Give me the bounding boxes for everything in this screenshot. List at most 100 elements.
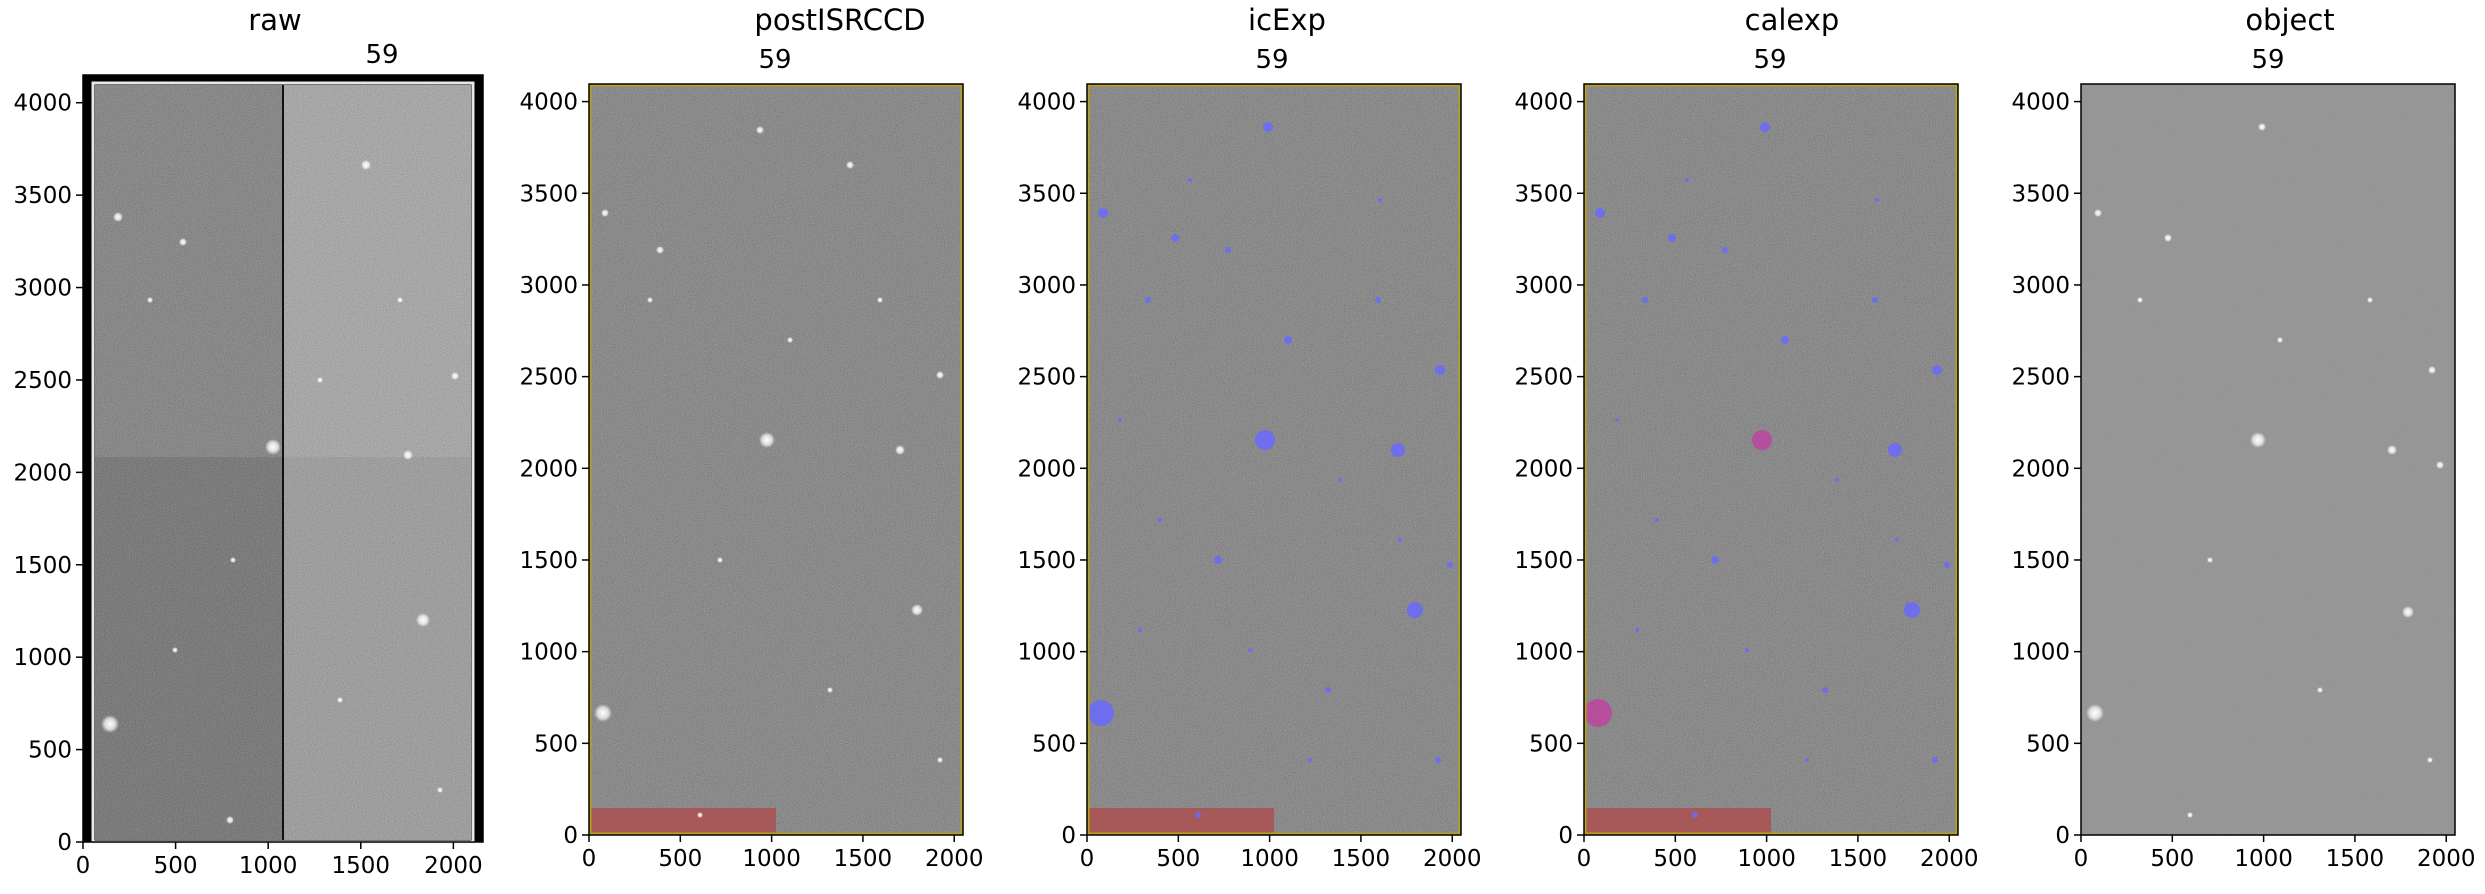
y-tick-label: 1000 [13,645,72,671]
y-tick-label: 4000 [519,90,578,116]
x-tick-label: 0 [1577,846,1592,872]
postisrccd-stars [594,126,944,818]
y-tick-label: 2000 [1514,456,1573,482]
y-tick-label: 4000 [1514,90,1573,116]
x-tick-label: 500 [1156,846,1200,872]
y-tick-label: 1500 [13,553,72,579]
y-tick-label: 500 [1032,731,1076,757]
y-tick-label: 2000 [519,456,578,482]
detection-mask [1088,122,1453,818]
x-tick-label: 2000 [2417,846,2476,872]
raw-image [83,75,483,844]
bright-object-mask [1584,430,1772,727]
y-tick-label: 0 [563,823,578,849]
raw-axes-frame [82,74,484,843]
x-tick-label: 1500 [834,846,893,872]
x-tick-label: 0 [582,846,597,872]
object-stars [2086,123,2444,818]
y-tick-label: 0 [1061,823,1076,849]
y-tick-label: 1000 [1514,640,1573,666]
panel-postisrccd: 0 500 1000 1500 2000 0 500 1000 1500 2000 2500 300… [519,83,984,872]
bad-column-mask [1585,808,1771,834]
calexp-axes-frame [1583,83,1959,836]
panel-object: 0 500 1000 1500 2000 0 500 1000 1500 2000 2500 300… [2011,83,2476,872]
y-tick-label: 3000 [13,276,72,302]
x-tick-label: 1000 [742,846,801,872]
panel-subtitle-postisrccd: 59 [758,45,791,75]
raw-xaxis: 0 500 1000 1500 2000 [76,842,483,879]
y-tick-label: 3000 [2011,273,2070,299]
x-tick-label: 1000 [239,853,298,879]
y-tick-label: 1000 [519,640,578,666]
edge-mask [1086,83,1462,836]
y-tick-label: 3500 [13,183,72,209]
y-tick-label: 0 [1558,823,1573,849]
x-tick-label: 2000 [1920,846,1979,872]
y-tick-label: 3000 [519,273,578,299]
icexp-xaxis: 0 500 1000 1500 2000 [1080,835,1482,872]
bad-column-mask [1088,808,1274,834]
x-tick-label: 500 [658,846,702,872]
y-tick-label: 500 [28,738,72,764]
object-yaxis: 0 500 1000 1500 2000 2500 3000 3500 4000 [2011,90,2081,849]
x-tick-label: 0 [76,853,91,879]
panel-subtitle-calexp: 59 [1753,45,1786,75]
raw-yaxis: 0 500 1000 1500 2000 2500 3000 3500 4000 [13,91,83,856]
y-tick-label: 2000 [1017,456,1076,482]
y-tick-label: 2000 [2011,456,2070,482]
postisrccd-image [588,83,964,836]
panel-title-raw: raw [248,3,301,37]
x-tick-label: 500 [2150,846,2194,872]
calexp-xaxis: 0 500 1000 1500 2000 [1577,835,1979,872]
panel-calexp: 0 500 1000 1500 2000 0 500 1000 1500 2000 2500 300… [1514,83,1979,872]
x-tick-label: 1500 [1829,846,1888,872]
x-tick-label: 2000 [424,853,483,879]
calexp-yaxis: 0 500 1000 1500 2000 2500 3000 3500 4000 [1514,90,1584,849]
x-tick-label: 1500 [1332,846,1391,872]
y-tick-label: 3500 [2011,181,2070,207]
y-tick-label: 3000 [1514,273,1573,299]
y-tick-label: 500 [534,731,578,757]
postisrccd-yaxis: 0 500 1000 1500 2000 2500 3000 3500 4000 [519,90,589,849]
y-tick-label: 3500 [1017,181,1076,207]
object-xaxis: 0 500 1000 1500 2000 [2074,835,2476,872]
object-image [2081,84,2455,835]
y-tick-label: 3000 [1017,273,1076,299]
panel-icexp: 0 500 1000 1500 2000 0 500 1000 1500 2000 2500 300… [1017,83,1482,872]
panel-subtitle-icexp: 59 [1255,45,1288,75]
y-tick-label: 4000 [13,91,72,117]
x-tick-label: 1500 [2326,846,2385,872]
y-tick-label: 2500 [1017,365,1076,391]
bad-column-mask [590,808,776,834]
y-tick-label: 1000 [1017,640,1076,666]
y-tick-label: 500 [1529,731,1573,757]
detection-mask [1595,122,1950,818]
y-tick-label: 3500 [1514,181,1573,207]
panel-title-postisrccd: postISRCCD [754,3,925,37]
edge-mask [1583,83,1959,836]
panel-subtitle-raw: 59 [365,40,398,70]
panel-subtitle-object: 59 [2251,45,2284,75]
x-tick-label: 1000 [1240,846,1299,872]
icexp-axes-frame [1086,83,1462,836]
postisrccd-xaxis: 0 500 1000 1500 2000 [582,835,984,872]
x-tick-label: 2000 [925,846,984,872]
y-tick-label: 500 [2026,731,2070,757]
y-tick-label: 4000 [2011,90,2070,116]
panel-title-calexp: calexp [1745,3,1840,37]
y-tick-label: 2500 [2011,365,2070,391]
y-tick-label: 1000 [2011,640,2070,666]
y-tick-label: 2000 [13,460,72,486]
x-tick-label: 0 [1080,846,1095,872]
panel-title-object: object [2245,3,2334,37]
x-tick-label: 500 [154,853,198,879]
x-tick-label: 1500 [332,853,391,879]
y-tick-label: 2500 [13,368,72,394]
y-tick-label: 2500 [519,365,578,391]
x-tick-label: 1000 [1737,846,1796,872]
raw-stars [101,160,459,824]
panel-titles: raw 59 postISRCCD 59 icExp 59 calexp 59 … [248,3,2334,75]
y-tick-label: 2500 [1514,365,1573,391]
y-tick-label: 4000 [1017,90,1076,116]
